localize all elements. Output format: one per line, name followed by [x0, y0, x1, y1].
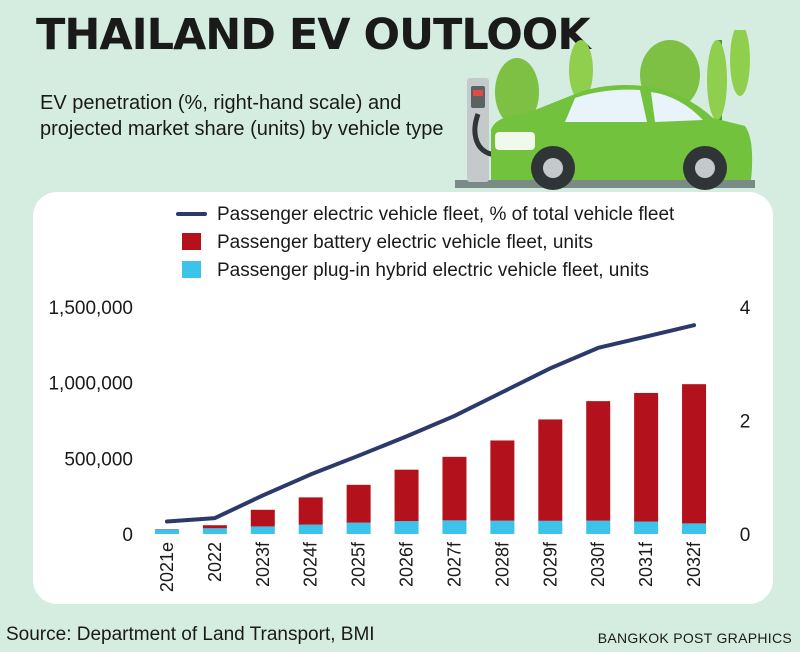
ev-outlook-chart: Passenger electric vehicle fleet, % of t…: [48, 204, 751, 592]
bev-bar: [586, 401, 611, 521]
bev-bar: [394, 469, 419, 522]
phev-bar: [538, 520, 563, 534]
phev-bar: [442, 520, 467, 534]
bev-bar: [538, 419, 563, 521]
x-tick-label: 2027f: [444, 541, 464, 587]
phev-bar: [346, 522, 371, 534]
source-note: Source: Department of Land Transport, BM…: [6, 624, 375, 645]
y-right-tick-label: 2: [740, 412, 751, 433]
y-left-tick-label: 0: [122, 525, 133, 546]
y-left-tick-label: 1,500,000: [48, 298, 133, 319]
x-tick-label: 2023f: [253, 541, 273, 587]
x-tick-label: 2031f: [636, 541, 656, 587]
penetration-line: [164, 323, 697, 524]
phev-bar: [586, 520, 611, 534]
page-title: THAILAND EV OUTLOOK: [36, 10, 591, 60]
x-tick-label: 2029f: [540, 541, 560, 587]
bev-bar: [346, 484, 371, 523]
bev-bar: [442, 456, 467, 521]
chart-card: Passenger electric vehicle fleet, % of t…: [33, 192, 773, 604]
legend-box-swatch: [182, 261, 201, 278]
credit-note: BANGKOK POST GRAPHICS: [597, 630, 792, 646]
phev-bar: [394, 521, 419, 534]
y-left-tick-label: 1,000,000: [48, 374, 133, 395]
x-tick-label: 2026f: [397, 541, 417, 587]
bev-bar: [682, 384, 707, 524]
x-tick-label: 2032f: [684, 541, 704, 587]
legend-label: Passenger plug-in hybrid electric vehicl…: [217, 260, 649, 281]
phev-bar: [250, 526, 275, 534]
phev-bar: [490, 520, 515, 534]
phev-bar: [634, 521, 659, 534]
x-tick-label: 2030f: [588, 541, 608, 587]
x-tick-label: 2024f: [301, 541, 321, 587]
page-subtitle: EV penetration (%, right-hand scale) and…: [40, 92, 444, 140]
bev-bar: [250, 509, 275, 527]
x-tick-label: 2021e: [157, 542, 177, 592]
y-left-tick-label: 500,000: [64, 449, 133, 470]
phev-bar: [202, 528, 227, 534]
legend-label: Passenger electric vehicle fleet, % of t…: [217, 204, 675, 225]
x-tick-label: 2028f: [492, 541, 512, 587]
ev-car-charging-icon: [455, 30, 755, 190]
x-tick-label: 2022: [205, 542, 225, 582]
phev-bar: [154, 529, 179, 534]
bev-bar: [490, 440, 515, 521]
y-right-tick-label: 4: [740, 298, 751, 319]
phev-bar: [682, 523, 707, 534]
legend-box-swatch: [182, 233, 201, 250]
y-right-tick-label: 0: [740, 525, 751, 546]
legend-label: Passenger battery electric vehicle fleet…: [217, 232, 593, 253]
x-tick-label: 2025f: [349, 541, 369, 587]
bev-bar: [298, 497, 323, 525]
bev-bar: [634, 392, 659, 522]
bev-bar: [202, 525, 227, 529]
phev-bar: [298, 524, 323, 534]
